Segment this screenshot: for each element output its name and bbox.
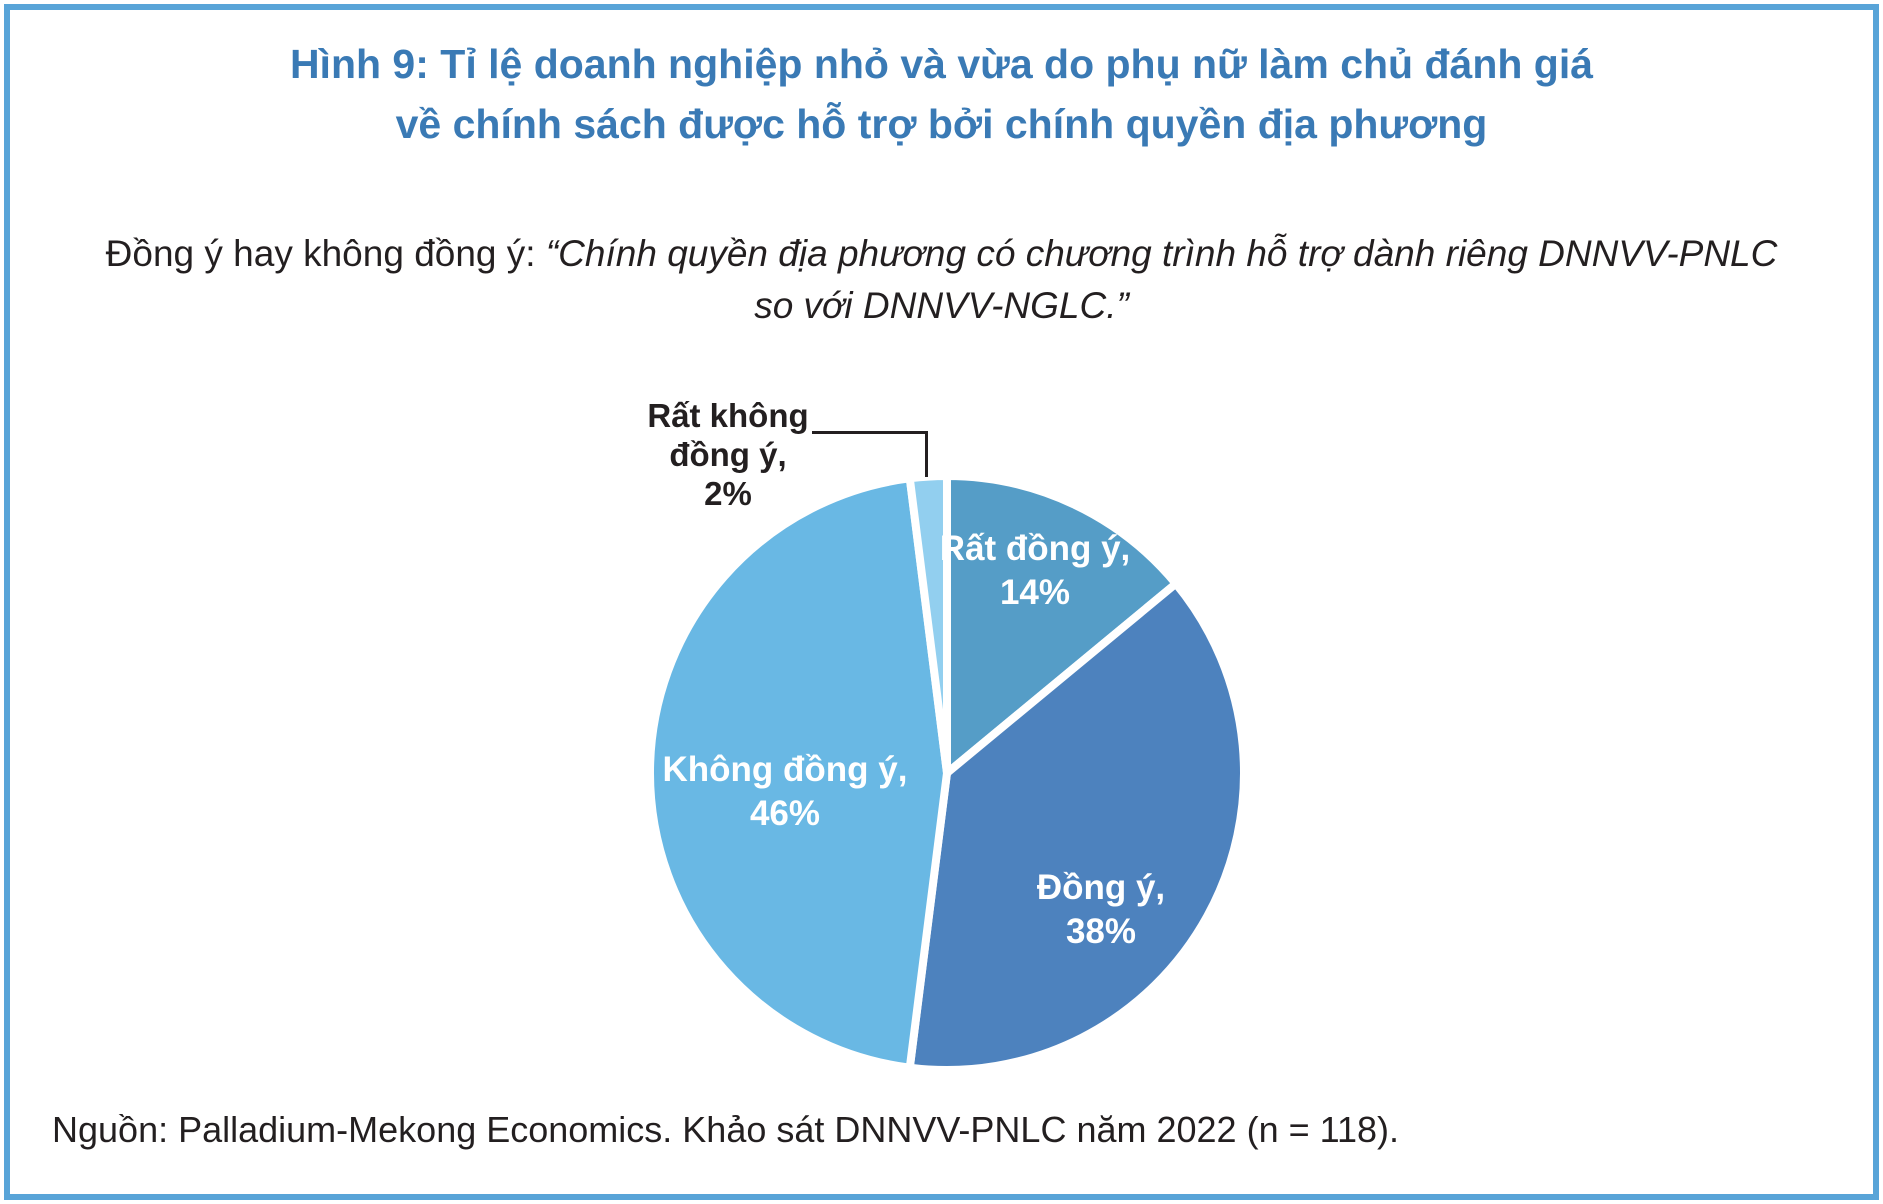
figure-title-line2: về chính sách được hỗ trợ bởi chính quyề… [395,101,1488,147]
figure-question: Đồng ý hay không đồng ý: “Chính quyền đị… [30,228,1853,332]
slice-value-text: 46% [749,794,821,833]
leader-line-horizontal [812,431,928,434]
leader-line-vertical [925,431,928,477]
source-note: Nguồn: Palladium-Mekong Economics. Khảo … [52,1109,1399,1150]
pie-slice-rat-khong-dong-y [905,472,951,777]
slice-label-text: Rất đồng ý, [939,529,1131,568]
question-quote-line1: “Chính quyền địa phương có chương trình … [545,233,1778,274]
slice-value-text: 38% [1065,912,1137,951]
pie-slice-khong-dong-y [645,474,951,1072]
figure-title-line1: Hình 9: Tỉ lệ doanh nghiệp nhỏ và vừa do… [289,41,1594,87]
slice-label-rat-khong-dong-y: Rất không đồng ý, 2% [578,396,878,513]
slice-label-rat-dong-y: Rất đồng ý, 14% [895,527,1175,615]
pie-chart [645,472,1248,1074]
slice-label-text: Không đồng ý, [662,750,908,789]
slice-label-khong-dong-y: Không đồng ý, 46% [630,748,940,836]
question-prefix: Đồng ý hay không đồng ý: [105,233,546,274]
slice-value-text: 2% [704,475,752,512]
question-quote-line2: so với DNNVV-NGLC.” [754,285,1129,326]
figure-question-line1: Đồng ý hay không đồng ý: “Chính quyền đị… [30,228,1853,280]
slice-label-text: đồng ý, [669,436,787,473]
slice-label-text: Đồng ý, [1036,868,1166,907]
slice-label-dong-y: Đồng ý, 38% [961,866,1241,954]
figure-title: Hình 9: Tỉ lệ doanh nghiệp nhỏ và vừa do… [60,34,1823,154]
pie-slice-dong-y [905,579,1248,1074]
slice-label-text: Rất không [647,397,809,434]
pie-slice-rat-dong-y [943,472,1180,777]
slice-value-text: 14% [999,573,1071,612]
